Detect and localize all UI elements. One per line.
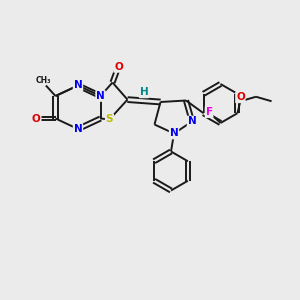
Text: S: S	[106, 114, 113, 124]
Text: H: H	[140, 87, 148, 98]
Text: F: F	[206, 107, 213, 117]
Text: O: O	[114, 62, 123, 72]
Text: N: N	[169, 128, 178, 139]
Text: CH₃: CH₃	[36, 76, 51, 85]
Text: N: N	[74, 80, 82, 91]
Text: N: N	[74, 124, 82, 134]
Text: O: O	[32, 113, 41, 124]
Text: O: O	[236, 92, 245, 102]
Text: N: N	[188, 116, 196, 127]
Text: N: N	[96, 91, 105, 101]
